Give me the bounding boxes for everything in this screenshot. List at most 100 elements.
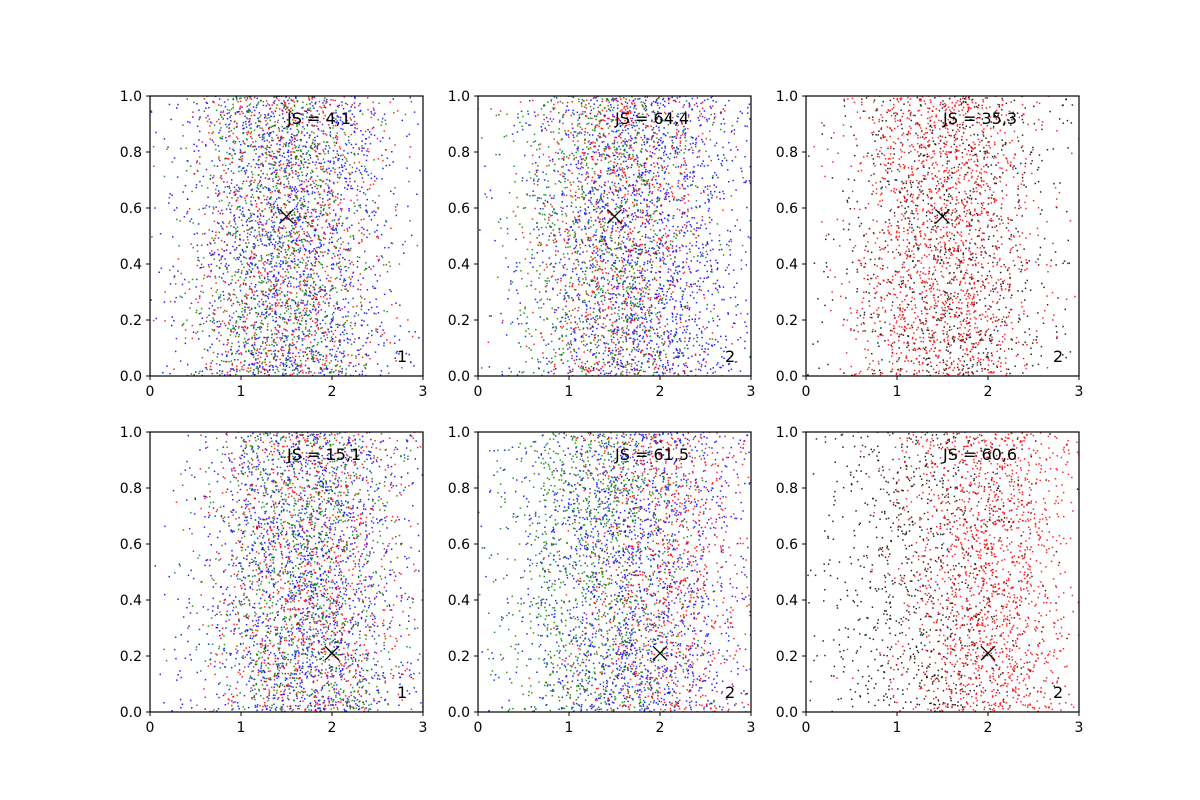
data-point (666, 369, 668, 371)
data-point (620, 206, 622, 208)
data-point (358, 104, 360, 107)
data-point (325, 134, 328, 136)
data-point (314, 234, 316, 236)
data-point (679, 350, 681, 352)
data-point (332, 225, 335, 227)
data-point (272, 369, 274, 371)
data-point (331, 236, 333, 239)
data-point (682, 332, 684, 334)
data-point (574, 195, 577, 197)
data-point (360, 219, 363, 221)
data-point (327, 150, 329, 152)
data-point (344, 177, 346, 179)
data-point (303, 338, 305, 340)
data-point (289, 196, 292, 199)
data-point (249, 309, 251, 311)
data-point (301, 239, 303, 241)
data-point (266, 139, 268, 142)
data-point (644, 236, 647, 238)
data-point (213, 330, 215, 332)
data-point (317, 128, 319, 130)
data-point (628, 353, 631, 356)
data-point (573, 113, 575, 116)
data-point (318, 354, 321, 356)
data-point (318, 113, 320, 115)
data-point (389, 101, 392, 104)
data-point (563, 194, 565, 196)
data-point (265, 282, 268, 284)
data-point (241, 311, 243, 313)
data-point (361, 232, 363, 234)
data-point (645, 108, 648, 111)
data-point (254, 179, 256, 181)
data-point (267, 297, 270, 300)
data-point (310, 284, 312, 287)
data-point (239, 244, 241, 246)
data-point (256, 326, 259, 329)
data-point (271, 304, 273, 306)
data-point (360, 301, 362, 304)
data-point (312, 269, 314, 271)
data-point (219, 296, 222, 298)
data-point (222, 118, 224, 120)
data-point (293, 151, 296, 153)
data-point (318, 215, 320, 218)
data-point (223, 241, 226, 243)
data-point (386, 339, 388, 341)
data-point (199, 295, 201, 297)
data-point (290, 282, 292, 285)
data-point (660, 351, 662, 354)
data-point (366, 210, 368, 212)
data-point (262, 215, 265, 217)
data-point (695, 206, 697, 208)
data-point (339, 370, 342, 373)
data-point (361, 173, 363, 176)
data-point (343, 165, 346, 167)
data-point (379, 374, 382, 376)
data-point (677, 365, 680, 367)
data-point (251, 226, 254, 229)
data-point (705, 118, 708, 121)
data-point (278, 331, 280, 333)
data-point (614, 222, 617, 224)
data-point (291, 176, 294, 179)
data-point (275, 284, 278, 287)
data-point (592, 97, 595, 99)
data-point (601, 210, 603, 212)
data-point (250, 114, 253, 117)
data-point (241, 110, 243, 113)
data-point (261, 311, 263, 314)
data-point (639, 272, 641, 274)
data-point (372, 265, 375, 268)
data-point (282, 110, 284, 112)
data-point (686, 344, 688, 346)
data-point (341, 170, 344, 172)
data-point (262, 301, 264, 303)
data-point (329, 160, 332, 162)
data-point (596, 315, 598, 317)
data-point (250, 196, 252, 198)
data-point (275, 313, 277, 316)
data-point (293, 222, 296, 224)
data-point (233, 327, 235, 330)
data-point (358, 363, 360, 365)
data-point (659, 271, 662, 273)
data-point (186, 98, 188, 100)
data-point (358, 242, 360, 244)
data-point (255, 328, 257, 331)
data-point (622, 349, 624, 351)
data-point (567, 239, 570, 241)
data-point (303, 158, 306, 160)
data-point (337, 219, 339, 221)
data-point (358, 148, 360, 151)
data-point (320, 354, 322, 356)
data-point (617, 100, 619, 103)
data-point (268, 198, 271, 200)
data-point (236, 208, 238, 210)
data-point (351, 276, 353, 278)
data-point (315, 228, 317, 231)
data-point (305, 294, 307, 296)
data-point (287, 195, 290, 198)
data-point (333, 371, 335, 373)
data-point (326, 213, 328, 215)
